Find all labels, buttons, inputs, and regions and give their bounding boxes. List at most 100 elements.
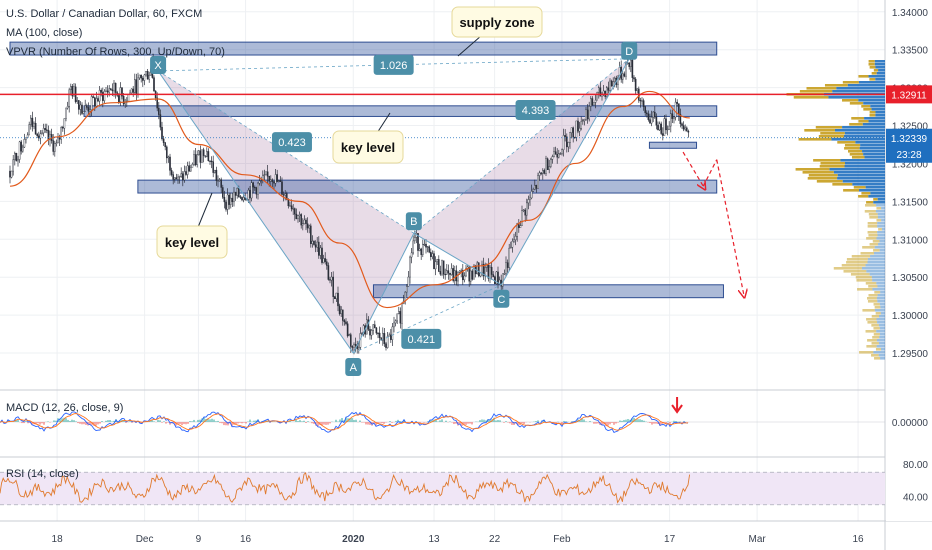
candle-body <box>457 272 459 282</box>
vpvr-bar-up <box>847 84 885 87</box>
vpvr-bar-up <box>881 219 885 222</box>
candle-body <box>321 247 323 263</box>
vpvr-bar-down <box>820 132 845 135</box>
vpvr-bar-down <box>804 129 835 132</box>
candle-body <box>12 159 15 172</box>
vpvr-bar-up <box>861 267 885 270</box>
candle-body <box>138 74 141 79</box>
candle-body <box>542 170 544 174</box>
candle-body <box>44 128 46 130</box>
symbol-title[interactable]: U.S. Dollar / Canadian Dollar, 60, FXCM <box>6 8 202 20</box>
vpvr-legend[interactable]: VPVR (Number Of Rows, 300, Up/Down, 70) <box>6 46 225 58</box>
candle-body <box>554 151 557 155</box>
candle-body <box>406 286 408 293</box>
vpvr-bar-down <box>856 279 873 282</box>
candle-body <box>442 260 445 275</box>
candle-body <box>220 179 223 188</box>
candle-body <box>458 270 461 273</box>
vpvr-bar-up <box>880 306 885 309</box>
leg-AB <box>352 232 415 354</box>
price-axis[interactable]: 1.340001.335001.330001.325001.320001.315… <box>886 0 932 521</box>
point-label-D: D <box>625 46 633 58</box>
candle-body <box>278 180 280 182</box>
candle-body <box>311 240 314 244</box>
key-level-zones[interactable] <box>9 41 724 299</box>
candle-body <box>577 120 579 132</box>
time-tick-5: 13 <box>428 534 440 545</box>
candle-body <box>430 251 432 257</box>
candle-body <box>79 104 82 110</box>
key-level-top-callout-box <box>332 130 404 164</box>
candle-body <box>81 104 83 114</box>
time-axis[interactable]: 18 Dec 9 16 2020 13 22 Feb 17 Mar 16 <box>52 534 865 545</box>
time-tick-4: 2020 <box>342 534 365 545</box>
candle-body <box>241 197 243 201</box>
vpvr-bar-down <box>862 309 875 312</box>
ratio-tag-0 <box>373 54 414 75</box>
candle-body <box>492 274 495 278</box>
vpvr-bar-up <box>875 78 885 81</box>
vpvr-bar-up <box>832 90 885 93</box>
candle-body <box>221 187 224 198</box>
vpvr-bar-down <box>871 315 880 318</box>
ma-legend[interactable]: MA (100, close) <box>6 27 82 39</box>
candle-body <box>572 127 574 138</box>
candle-body <box>551 156 554 160</box>
candle-body <box>586 109 589 120</box>
vpvr-bar-down <box>851 156 865 159</box>
fib-ratio-tags: 1.026 0.423 4.393 0.421 <box>271 54 556 349</box>
candle-body <box>559 153 562 155</box>
candle-body <box>550 159 552 167</box>
candle-body <box>529 197 531 200</box>
candle-body <box>358 347 360 350</box>
price-tick-8: 1.30000 <box>892 311 929 322</box>
macd-title[interactable]: MACD (12, 26, close, 9) <box>6 402 123 414</box>
price-tick-5: 1.31500 <box>892 197 929 208</box>
candle-body <box>526 202 528 216</box>
candle-body <box>462 270 464 281</box>
candle-body <box>489 266 491 279</box>
candle-body <box>180 173 183 177</box>
vpvr-bar-down <box>866 201 874 204</box>
vpvr-bar-down <box>793 96 829 99</box>
candle-body <box>100 90 102 93</box>
triangle-xab <box>158 70 414 354</box>
vpvr-bar-up <box>833 171 885 174</box>
candle-body <box>201 149 203 163</box>
candle-body <box>447 270 450 274</box>
candle-body <box>502 273 504 287</box>
candle-body <box>60 127 62 140</box>
candle-body <box>396 313 399 322</box>
candle-body <box>585 109 587 120</box>
candle-body <box>127 94 130 102</box>
candle-body <box>105 90 107 92</box>
candle-body <box>130 88 133 94</box>
point-label-X: X <box>154 60 162 72</box>
candle-body <box>175 177 178 180</box>
resistance-price-label: 1.32911 <box>891 90 927 101</box>
candle-body <box>484 267 487 277</box>
vpvr-bar-up <box>836 87 885 90</box>
candle-body <box>113 82 115 92</box>
vpvr-bar-up <box>840 159 885 162</box>
vpvr-bar-up <box>828 96 885 99</box>
ratio-label-3: 0.421 <box>408 334 436 346</box>
vpvr-bar-up <box>859 189 885 192</box>
candle-body <box>228 194 231 205</box>
candle-body <box>607 87 610 91</box>
projection-arrows <box>682 151 744 294</box>
vpvr-bar-up <box>879 333 885 336</box>
current-price-label: 1.32339 <box>891 134 928 145</box>
candle-body <box>594 99 597 103</box>
rsi-title[interactable]: RSI (14, close) <box>6 468 79 480</box>
candle-body <box>52 140 54 152</box>
candle-body <box>540 172 542 174</box>
candle-body <box>252 182 255 188</box>
candle-body <box>223 197 226 203</box>
candle-body <box>612 81 614 87</box>
candle-body <box>436 259 439 263</box>
candle-body <box>546 158 549 170</box>
vpvr-bar-down <box>869 243 879 246</box>
candle-body <box>266 171 269 177</box>
